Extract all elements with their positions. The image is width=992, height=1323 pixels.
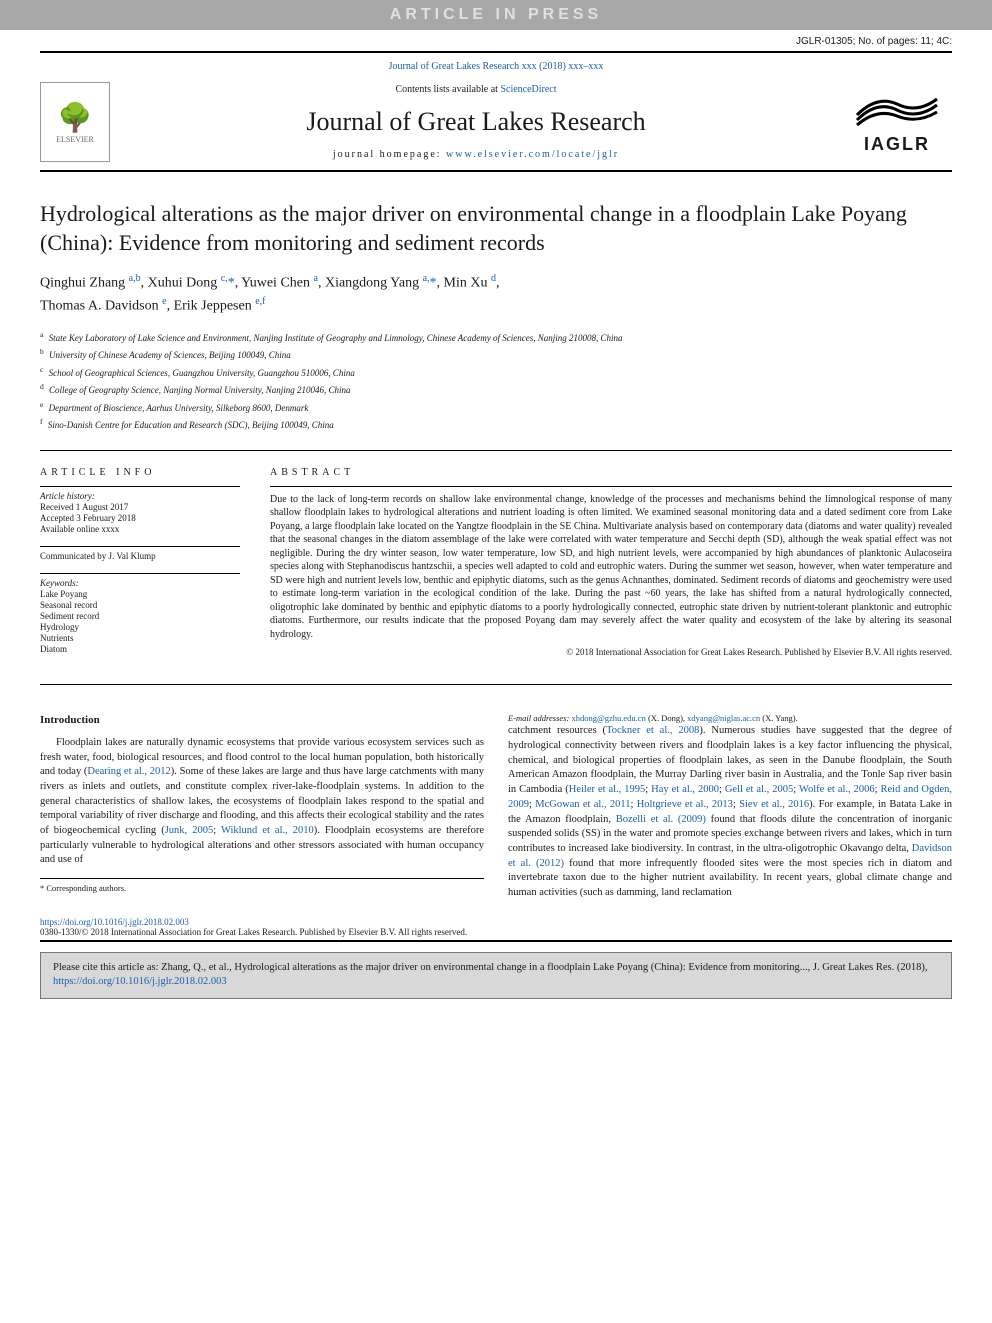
abstract-text: Due to the lack of long-term records on …: [270, 486, 952, 642]
keyword-item: Lake Poyang: [40, 589, 240, 599]
communicated-block: Communicated by J. Val Klump: [40, 546, 240, 561]
intro-col2: catchment resources (Tockner et al., 200…: [508, 724, 952, 900]
issn-copyright: 0380-1330/© 2018 International Associati…: [40, 927, 952, 937]
journal-homepage-line: journal homepage: www.elsevier.com/locat…: [120, 149, 832, 160]
affiliation-item: d College of Geography Science, Nanjing …: [40, 381, 952, 398]
iaglr-wave-icon: [852, 90, 942, 130]
affiliation-item: c School of Geographical Sciences, Guang…: [40, 364, 952, 381]
header-center: Contents lists available at ScienceDirec…: [120, 84, 832, 160]
iaglr-label: IAGLR: [864, 134, 930, 155]
history-heading: Article history:: [40, 491, 240, 501]
affiliation-item: f Sino-Danish Centre for Education and R…: [40, 416, 952, 433]
doi-link[interactable]: https://doi.org/10.1016/j.jglr.2018.02.0…: [40, 917, 189, 927]
affiliation-item: e Department of Bioscience, Aarhus Unive…: [40, 399, 952, 416]
doi-block: https://doi.org/10.1016/j.jglr.2018.02.0…: [40, 917, 952, 942]
homepage-prefix: journal homepage:: [333, 149, 446, 160]
keyword-item: Nutrients: [40, 633, 240, 643]
history-received: Received 1 August 2017: [40, 502, 240, 512]
abstract-column: abstract Due to the lack of long-term re…: [270, 467, 952, 666]
affiliation-item: b University of Chinese Academy of Scien…: [40, 346, 952, 363]
abstract-label: abstract: [270, 467, 952, 478]
intro-paragraph-1: Floodplain lakes are naturally dynamic e…: [40, 736, 484, 868]
history-available: Available online xxxx: [40, 524, 240, 534]
header-row: 🌳 ELSEVIER Contents lists available at S…: [40, 82, 952, 162]
article-in-press-banner: ARTICLE IN PRESS: [0, 0, 992, 30]
keyword-item: Hydrology: [40, 622, 240, 632]
journal-issue-link[interactable]: Journal of Great Lakes Research xxx (201…: [40, 61, 952, 72]
footnote-emails: E-mail addresses: xhdong@gzhu.edu.cn (X.…: [508, 713, 952, 725]
contents-lists-line: Contents lists available at ScienceDirec…: [120, 84, 832, 95]
jglr-id-line: JGLR-01305; No. of pages: 11; 4C:: [40, 36, 952, 47]
affiliation-item: a State Key Laboratory of Lake Science a…: [40, 329, 952, 346]
authors-list: Qinghui Zhang a,b, Xuhui Dong c,*, Yuwei…: [40, 271, 952, 316]
article-info-column: article info Article history: Received 1…: [40, 467, 240, 666]
journal-header: Journal of Great Lakes Research xxx (201…: [40, 51, 952, 172]
article-title: Hydrological alterations as the major dr…: [40, 200, 952, 257]
intro-paragraph-2: catchment resources (Tockner et al., 200…: [508, 724, 952, 900]
email-link-2[interactable]: xdyang@niglas.ac.cn: [687, 713, 760, 723]
email-name-2: (X. Yang).: [762, 713, 797, 723]
communicated-by: Communicated by J. Val Klump: [40, 551, 240, 561]
keyword-item: Seasonal record: [40, 600, 240, 610]
abstract-copyright: © 2018 International Association for Gre…: [270, 647, 952, 657]
contents-prefix: Contents lists available at: [395, 84, 500, 95]
journal-title: Journal of Great Lakes Research: [120, 107, 832, 137]
footnote-star: * Corresponding authors.: [40, 883, 484, 895]
body-two-column: Introduction Floodplain lakes are natura…: [40, 713, 952, 901]
introduction-heading: Introduction: [40, 713, 484, 728]
iaglr-logo: IAGLR: [842, 82, 952, 162]
citation-doi-link[interactable]: https://doi.org/10.1016/j.jglr.2018.02.0…: [53, 976, 227, 987]
history-accepted: Accepted 3 February 2018: [40, 513, 240, 523]
info-abstract-row: article info Article history: Received 1…: [40, 467, 952, 685]
email-name-1: (X. Dong),: [648, 713, 685, 723]
emails-label: E-mail addresses:: [508, 713, 569, 723]
email-link-1[interactable]: xhdong@gzhu.edu.cn: [571, 713, 645, 723]
keywords-block: Keywords: Lake PoyangSeasonal recordSedi…: [40, 573, 240, 654]
elsevier-label: ELSEVIER: [56, 135, 94, 144]
keywords-heading: Keywords:: [40, 578, 240, 588]
elsevier-logo: 🌳 ELSEVIER: [40, 82, 110, 162]
article-history-block: Article history: Received 1 August 2017 …: [40, 486, 240, 534]
citation-text: Please cite this article as: Zhang, Q., …: [53, 962, 927, 973]
affiliations-list: a State Key Laboratory of Lake Science a…: [40, 329, 952, 451]
homepage-link[interactable]: www.elsevier.com/locate/jglr: [446, 149, 619, 160]
citation-box: Please cite this article as: Zhang, Q., …: [40, 952, 952, 999]
sciencedirect-link[interactable]: ScienceDirect: [500, 84, 556, 95]
article-info-label: article info: [40, 467, 240, 478]
elsevier-tree-icon: 🌳: [58, 101, 93, 135]
keyword-item: Diatom: [40, 644, 240, 654]
keyword-item: Sediment record: [40, 611, 240, 621]
